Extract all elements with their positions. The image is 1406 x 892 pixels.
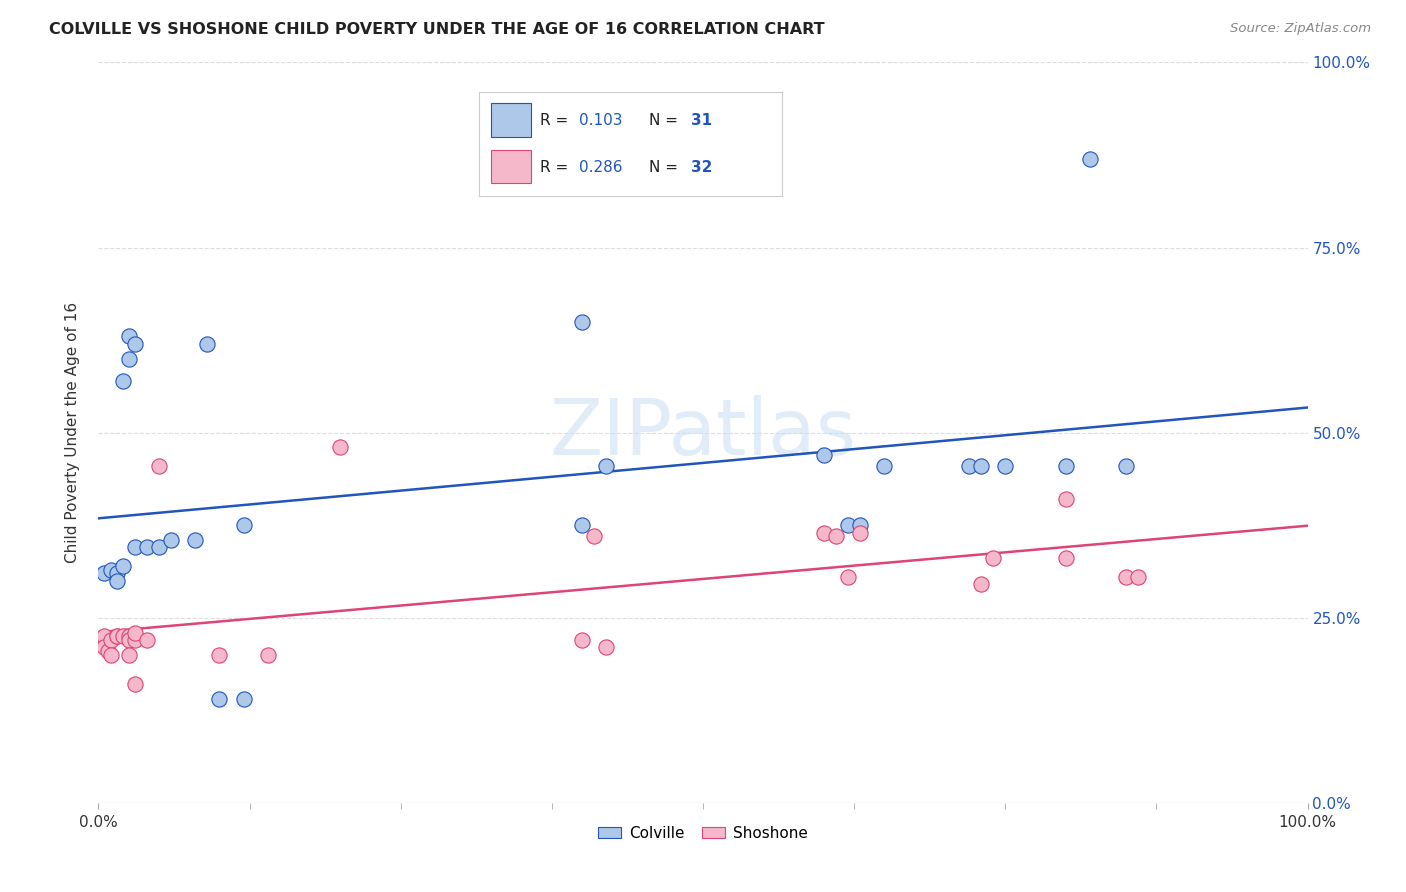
Point	[329, 441, 352, 455]
Point	[571, 314, 593, 328]
Point	[93, 629, 115, 643]
Point	[1054, 458, 1077, 473]
Point	[97, 644, 120, 658]
Point	[957, 458, 980, 473]
Point	[970, 458, 993, 473]
Point	[111, 629, 134, 643]
Point	[148, 541, 170, 555]
Point	[100, 648, 122, 662]
Point	[124, 625, 146, 640]
Point	[100, 563, 122, 577]
Point	[124, 336, 146, 351]
Point	[232, 692, 254, 706]
Point	[105, 566, 128, 581]
Point	[148, 458, 170, 473]
Point	[184, 533, 207, 547]
Point	[837, 518, 859, 533]
Point	[873, 458, 896, 473]
Point	[1054, 551, 1077, 566]
Point	[208, 692, 231, 706]
Point	[981, 551, 1004, 566]
Point	[849, 525, 872, 540]
Point	[118, 629, 141, 643]
Point	[970, 577, 993, 591]
Point	[208, 648, 231, 662]
Text: COLVILLE VS SHOSHONE CHILD POVERTY UNDER THE AGE OF 16 CORRELATION CHART: COLVILLE VS SHOSHONE CHILD POVERTY UNDER…	[49, 22, 825, 37]
Point	[100, 632, 122, 647]
Point	[160, 533, 183, 547]
Point	[1115, 458, 1137, 473]
Point	[124, 677, 146, 691]
Point	[135, 632, 157, 647]
Point	[595, 640, 617, 655]
Text: Source: ZipAtlas.com: Source: ZipAtlas.com	[1230, 22, 1371, 36]
Point	[256, 648, 278, 662]
Point	[118, 329, 141, 343]
Point	[105, 629, 128, 643]
Point	[1115, 570, 1137, 584]
Legend: Colville, Shoshone: Colville, Shoshone	[592, 820, 814, 847]
Point	[111, 374, 134, 388]
Point	[93, 640, 115, 655]
Point	[849, 518, 872, 533]
Point	[1128, 570, 1150, 584]
Point	[105, 574, 128, 588]
Point	[571, 632, 593, 647]
Point	[571, 518, 593, 533]
Point	[111, 558, 134, 573]
Point	[583, 529, 606, 543]
Point	[1054, 492, 1077, 507]
Point	[124, 632, 146, 647]
Point	[135, 541, 157, 555]
Point	[595, 458, 617, 473]
Text: ZIPatlas: ZIPatlas	[550, 394, 856, 471]
Point	[837, 570, 859, 584]
Y-axis label: Child Poverty Under the Age of 16: Child Poverty Under the Age of 16	[65, 302, 80, 563]
Point	[118, 632, 141, 647]
Point	[195, 336, 218, 351]
Point	[813, 448, 835, 462]
Point	[825, 529, 848, 543]
Point	[124, 541, 146, 555]
Point	[118, 351, 141, 366]
Point	[118, 648, 141, 662]
Point	[994, 458, 1017, 473]
Point	[813, 525, 835, 540]
Point	[1078, 152, 1101, 166]
Point	[93, 566, 115, 581]
Point	[232, 518, 254, 533]
Point	[105, 629, 128, 643]
